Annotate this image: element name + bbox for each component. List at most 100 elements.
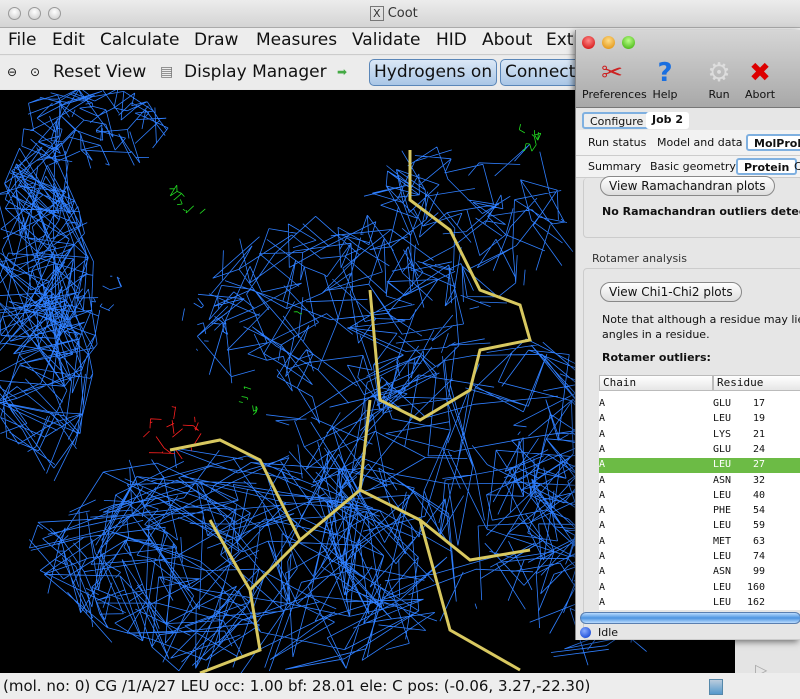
residue-name-cell: LEU <box>713 413 732 425</box>
chain-cell: A <box>599 443 606 455</box>
zoom-button[interactable] <box>48 7 61 20</box>
abort-button[interactable]: ✖ Abort <box>742 58 778 101</box>
table-row[interactable]: A LEU 74 <box>599 550 800 565</box>
residue-name-cell: MET <box>713 535 732 547</box>
back-icon[interactable]: ⊖ <box>7 65 18 79</box>
table-row[interactable]: A LEU 19 <box>599 412 800 427</box>
residue-name-cell: LEU <box>713 581 732 593</box>
menu-extensions[interactable]: Ext <box>546 30 574 50</box>
menu-draw[interactable]: Draw <box>194 30 239 50</box>
gear-icon: ⚙ <box>707 58 731 88</box>
residue-number-cell: 99 <box>752 566 765 578</box>
help-button[interactable]: ? Help <box>650 58 680 101</box>
rotamer-section-label: Rotamer analysis <box>592 252 687 265</box>
close-button[interactable] <box>8 7 21 20</box>
run-button[interactable]: ⚙ Run <box>704 58 734 101</box>
subsubtab-more[interactable]: C <box>788 159 800 176</box>
residue-name-cell: LEU <box>713 596 732 608</box>
menu-calculate[interactable]: Calculate <box>100 30 180 50</box>
table-row[interactable]: A LEU 160 <box>599 581 800 596</box>
help-icon: ? <box>657 58 673 88</box>
dialog-close-button[interactable] <box>582 36 595 49</box>
residue-name-cell: LEU <box>713 551 732 562</box>
table-row[interactable]: A LEU 27 <box>599 458 800 474</box>
chain-cell: A <box>599 489 606 501</box>
rotamer-note: Note that although a residue may lie <box>602 313 800 326</box>
residue-number-cell: 19 <box>752 413 765 425</box>
minimize-button[interactable] <box>28 7 41 20</box>
subsubtab-summary[interactable]: Summary <box>588 160 642 173</box>
display-manager-icon: ▤ <box>160 64 174 80</box>
preferences-button[interactable]: ✂ Preferences <box>582 58 647 101</box>
subtab-run-status[interactable]: Run status <box>588 136 647 149</box>
view-ramachandran-button[interactable]: View Ramachandran plots <box>600 176 775 196</box>
residue-number-cell: 21 <box>752 428 765 440</box>
table-row[interactable]: A LYS 21 <box>599 428 800 443</box>
column-header-chain[interactable]: Chain <box>599 375 713 391</box>
residue-number-cell: 59 <box>752 520 765 532</box>
window-title: X Coot <box>370 6 418 21</box>
chain-cell: A <box>599 413 606 425</box>
title-bar: X Coot <box>0 0 800 28</box>
chain-cell: A <box>599 535 606 547</box>
dialog-minimize-button[interactable] <box>602 36 615 49</box>
tab-job-2[interactable]: Job 2 <box>646 112 690 129</box>
table-row[interactable]: A MET 63 <box>599 535 800 550</box>
tab-configure[interactable]: Configure <box>582 112 652 129</box>
subtab-model-data[interactable]: Model and data <box>657 136 743 149</box>
difference-map-positive <box>518 124 542 152</box>
table-row[interactable]: A PHE 54 <box>599 504 800 519</box>
residue-number-cell: 160 <box>746 581 765 593</box>
status-bar: (mol. no: 0) CG /1/A/27 LEU occ: 1.00 bf… <box>0 673 800 699</box>
residue-name-cell: LYS <box>713 428 732 440</box>
table-row[interactable]: A LEU 162 <box>599 596 800 610</box>
chain-cell: A <box>599 566 606 578</box>
menu-about[interactable]: About <box>482 30 533 50</box>
forward-icon[interactable]: ⊙ <box>30 65 41 79</box>
menu-hid[interactable]: HID <box>436 30 467 50</box>
menu-validate[interactable]: Validate <box>352 30 421 50</box>
difference-map-positive <box>293 308 308 315</box>
table-row[interactable]: A ASN 99 <box>599 565 800 580</box>
reset-view-button[interactable]: Reset View <box>53 62 147 82</box>
menu-file[interactable]: File <box>8 30 37 50</box>
chain-cell: A <box>599 428 606 440</box>
protein-backbone <box>169 150 532 673</box>
dialog-zoom-button[interactable] <box>622 36 635 49</box>
chain-cell: A <box>599 596 606 608</box>
residue-number-cell: 27 <box>752 459 765 471</box>
go-to-atom-icon[interactable]: ➡ <box>337 65 348 79</box>
difference-map-positive <box>169 184 206 214</box>
stop-icon: ✖ <box>749 58 771 88</box>
density-mesh-blob <box>0 142 101 482</box>
table-row[interactable]: A LEU 59 <box>599 519 800 534</box>
dialog-toolbar: ✂ Preferences ? Help ⚙ Run ✖ Abort <box>576 30 800 108</box>
subsubtab-protein[interactable]: Protein <box>736 158 798 175</box>
rotamer-outliers-table: Chain Residue A GLU 17 A LEU 19 A LYS 21 A GLU 24 A L… <box>599 375 800 610</box>
subsubtab-basic-geometry[interactable]: Basic geometry <box>650 160 736 173</box>
preferences-label: Preferences <box>582 88 647 101</box>
hydrogens-toggle[interactable]: Hydrogens on <box>369 59 498 86</box>
chain-cell: A <box>599 474 606 486</box>
density-mesh-blob <box>52 499 183 628</box>
menu-edit[interactable]: Edit <box>52 30 85 50</box>
view-chi-plots-button[interactable]: View Chi1-Chi2 plots <box>600 282 742 302</box>
table-row[interactable]: A LEU 40 <box>599 489 800 504</box>
display-manager-button[interactable]: Display Manager <box>184 62 327 82</box>
residue-name-cell: LEU <box>713 459 732 471</box>
rotamer-note-2: angles in a residue. <box>602 328 710 341</box>
background-window: ▷ <box>735 640 800 679</box>
ramachandran-group <box>583 178 800 238</box>
table-row[interactable]: A GLU 17 <box>599 397 800 412</box>
menu-measures[interactable]: Measures <box>256 30 338 50</box>
residue-number-cell: 74 <box>752 551 765 562</box>
residue-name-cell: ASN <box>713 474 732 486</box>
table-row[interactable]: A ASN 32 <box>599 474 800 489</box>
connect-button[interactable]: Connect <box>500 59 590 86</box>
subsubtab-bar: Summary Basic geometry Protein C <box>576 156 800 178</box>
table-row[interactable]: A GLU 24 <box>599 443 800 458</box>
column-header-residue[interactable]: Residue <box>713 375 800 391</box>
subtab-molprobity[interactable]: MolProbity <box>746 134 800 151</box>
residue-number-cell: 162 <box>746 596 765 608</box>
residue-name-cell: LEU <box>713 520 732 532</box>
